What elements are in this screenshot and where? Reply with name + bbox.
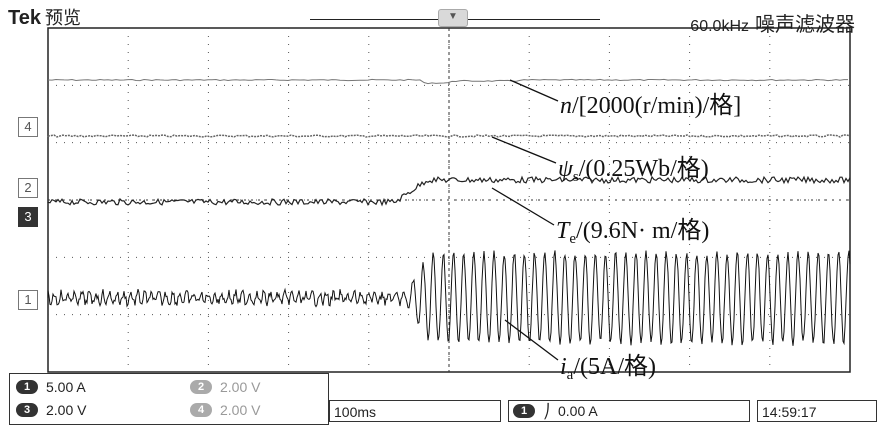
channel-4-marker[interactable]: 4: [18, 117, 38, 137]
header-brand: Tek 预览: [8, 4, 81, 30]
trigger-position-marker[interactable]: ▼: [438, 9, 468, 27]
torque-annotation: Te/(9.6N· m/格): [556, 218, 710, 247]
clock-readout: 14:59:17: [757, 400, 877, 422]
speed-annotation: n/[2000(r/min)/格]: [560, 93, 742, 119]
torque-trace: [47, 175, 851, 207]
sample-rate: 60.0kHz: [690, 18, 749, 35]
channel-4-status[interactable]: 4 2.00 V: [190, 402, 260, 418]
trigger-slope-icon: ⎠: [543, 403, 550, 419]
annotation-leaders: [491, 79, 559, 361]
trigger-readout[interactable]: 1 ⎠ 0.00 A: [508, 400, 750, 422]
channel-2-status[interactable]: 2 2.00 V: [190, 379, 260, 395]
timebase-readout[interactable]: 100ms: [329, 400, 501, 422]
header-right: 60.0kHz 噪声滤波器: [690, 8, 855, 37]
waveforms: [47, 78, 851, 346]
graticule: [47, 27, 851, 373]
flux-annotation: ψs/(0.25Wb/格): [558, 156, 709, 185]
speed-leader: [509, 79, 559, 102]
mode-label: 预览: [44, 8, 81, 28]
channel-2-marker[interactable]: 2: [18, 178, 38, 198]
flux-leader: [491, 136, 557, 164]
channel-1-marker[interactable]: 1: [18, 290, 38, 310]
current-annotation: ia/(5A/格): [560, 354, 656, 383]
channel-status-panel: 1 5.00 A 2 2.00 V 3 2.00 V 4 2.00 V: [9, 373, 329, 425]
current-trace: [47, 250, 851, 346]
channel-3-marker[interactable]: 3: [18, 207, 38, 227]
channel-3-status[interactable]: 3 2.00 V: [16, 402, 86, 418]
filter-label: 噪声滤波器: [755, 14, 855, 36]
brand-label: Tek: [8, 7, 41, 29]
channel-1-status[interactable]: 1 5.00 A: [16, 379, 86, 395]
current-leader: [504, 319, 559, 361]
torque-leader: [491, 187, 555, 226]
speed-trace: [47, 78, 848, 85]
flux-trace: [47, 134, 850, 138]
